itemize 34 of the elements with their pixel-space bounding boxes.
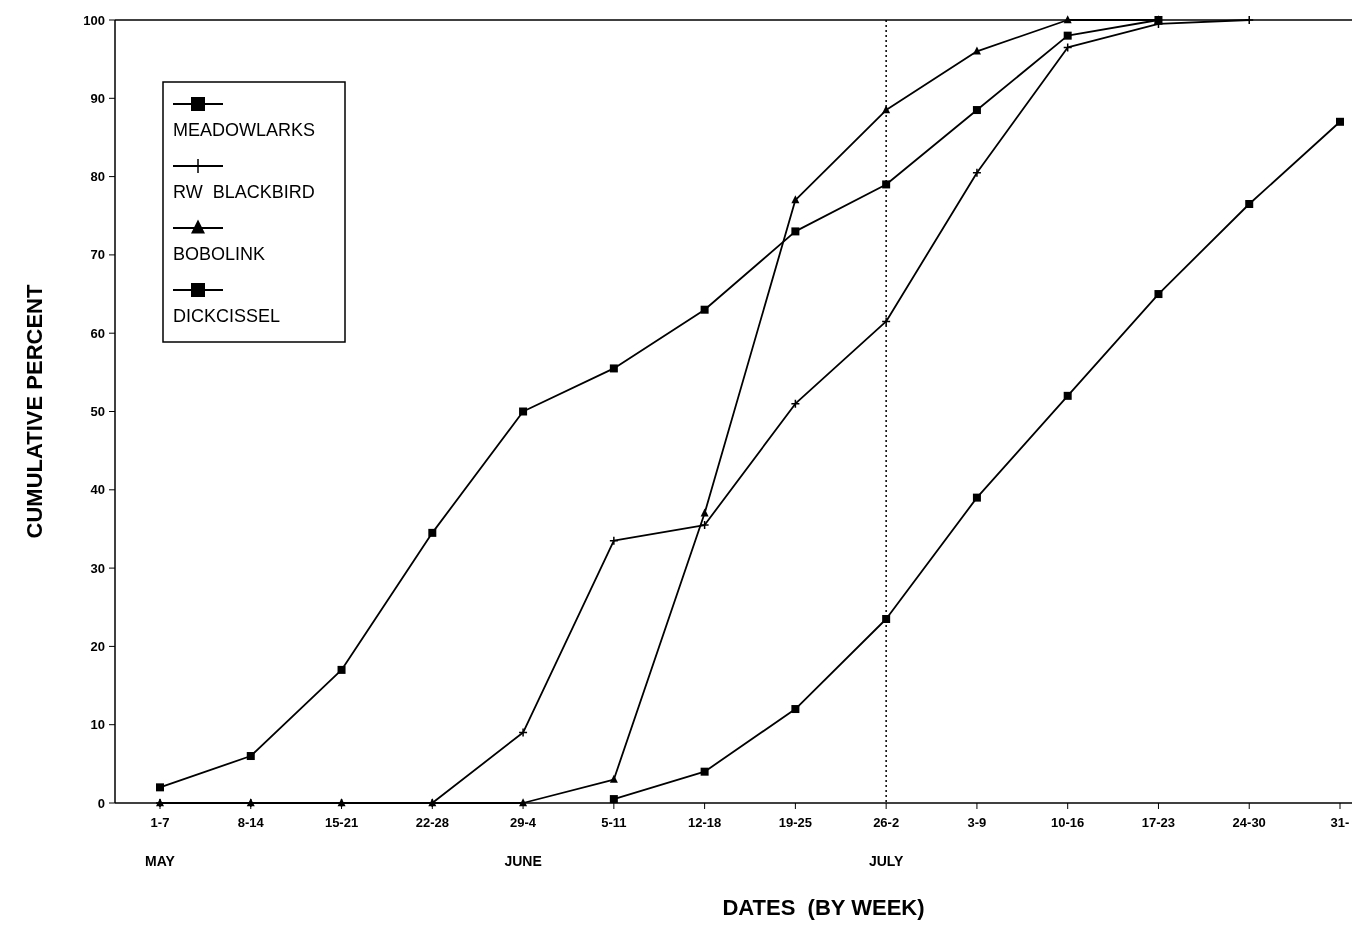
y-tick-label: 50 <box>90 404 105 420</box>
x-tick-label: 19-25 <box>778 815 813 830</box>
text: JUNE <box>504 853 542 869</box>
legend-label: BOBOLINK <box>173 244 266 264</box>
y-tick-label: 40 <box>90 482 105 498</box>
x-tick-label: 15-21 <box>324 815 359 830</box>
y-tick-label: 20 <box>90 638 105 654</box>
y-tick-label: 60 <box>90 325 105 341</box>
y-axis-title: CUMULATIVE PERCENT <box>22 284 47 539</box>
legend-label: RW BLACKBIRD <box>173 182 315 202</box>
text: JULY <box>868 853 905 869</box>
y-tick-label: 70 <box>90 247 105 263</box>
y-tick-label: 30 <box>90 560 105 576</box>
x-tick-label: 22-28 <box>415 815 449 830</box>
y-tick-label: 100 <box>83 12 105 28</box>
legend-label: DICKCISSEL <box>173 306 281 326</box>
legend-label: MEADOWLARKS <box>173 120 316 140</box>
text: MAY <box>145 853 176 869</box>
x-tick-label: 26-2 <box>873 815 900 830</box>
x-tick-label: 8-14 <box>237 815 265 830</box>
x-axis-title: DATES (BY WEEK) <box>722 895 925 920</box>
y-tick-label: 80 <box>90 169 105 185</box>
x-tick-label: 29-4 <box>510 815 537 830</box>
x-tick-label: 1-7 <box>150 815 170 830</box>
x-tick-label: 17-23 <box>1141 815 1176 830</box>
y-tick-label: 0 <box>97 795 105 811</box>
x-tick-label: 3-9 <box>967 815 987 830</box>
x-tick-label: 12-18 <box>687 815 722 830</box>
x-tick-label: 31- <box>1330 815 1350 830</box>
x-tick-label: 24-30 <box>1232 815 1266 830</box>
x-tick-label: 5-11 <box>601 815 627 830</box>
y-tick-label: 90 <box>90 90 105 106</box>
x-tick-label: 10-16 <box>1051 815 1085 830</box>
y-tick-label: 10 <box>90 717 105 733</box>
